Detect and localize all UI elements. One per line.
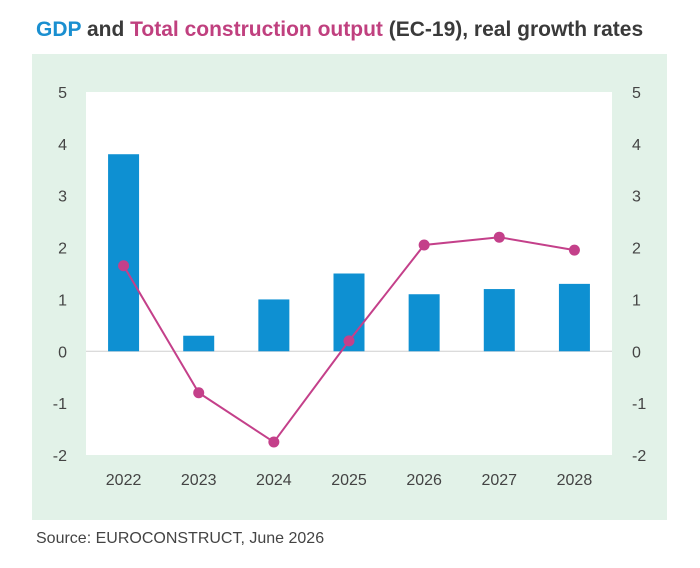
y-tick-label-right: 4 (632, 137, 641, 154)
gdp-bar (408, 294, 440, 352)
y-tick-label-left: 1 (58, 292, 67, 309)
y-tick-label-left: -1 (53, 396, 67, 413)
construction-point (418, 239, 430, 251)
construction-point (118, 260, 130, 272)
x-tick-label: 2026 (406, 472, 442, 489)
x-tick-label: 2028 (557, 472, 593, 489)
gdp-bar (558, 283, 590, 352)
x-tick-label: 2025 (331, 472, 367, 489)
y-tick-label-right: -1 (632, 396, 646, 413)
x-tick-label: 2027 (481, 472, 517, 489)
construction-point (568, 244, 580, 256)
y-tick-label-left: 3 (58, 189, 67, 206)
source-note: Source: EUROCONSTRUCT, June 2026 (36, 530, 325, 547)
gdp-bar (258, 299, 290, 352)
title-and: and (81, 18, 131, 41)
x-tick-label: 2022 (106, 472, 142, 489)
title-rest: (EC-19), real growth rates (382, 18, 644, 41)
construction-point (193, 387, 205, 399)
title-construction: Total construction output (130, 18, 383, 41)
x-tick-label: 2023 (181, 472, 217, 489)
gdp-bar (108, 154, 140, 352)
construction-point (343, 335, 355, 347)
y-tick-label-left: 2 (58, 241, 67, 258)
gdp-bar (483, 289, 515, 352)
y-tick-label-right: 1 (632, 292, 641, 309)
construction-point (268, 436, 280, 448)
y-tick-label-left: 0 (58, 344, 67, 361)
construction-point (493, 231, 505, 243)
y-tick-label-left: 5 (58, 85, 67, 102)
chart-title: GDP and Total construction output (EC-19… (36, 18, 643, 42)
y-tick-label-right: 0 (632, 344, 641, 361)
x-tick-label: 2024 (256, 472, 292, 489)
y-tick-label-left: -2 (53, 448, 67, 465)
y-tick-label-right: 2 (632, 241, 641, 258)
title-gdp: GDP (36, 18, 82, 41)
y-tick-label-left: 4 (58, 137, 67, 154)
y-tick-label-right: -2 (632, 448, 646, 465)
y-tick-label-right: 5 (632, 85, 641, 102)
y-tick-label-right: 3 (632, 189, 641, 206)
gdp-bar (183, 335, 215, 352)
